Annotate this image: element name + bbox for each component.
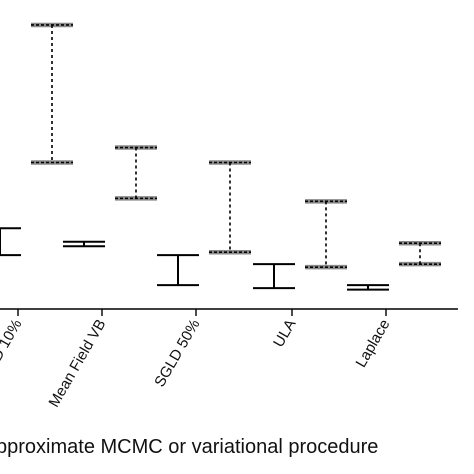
error-bar-dashed-4 [399, 240, 441, 267]
error-bar-dashed-3 [305, 199, 347, 270]
error-bar-dashed-0 [31, 22, 73, 165]
error-bar-solid-2 [157, 254, 199, 287]
x-tick-label-3: ULA [270, 317, 299, 351]
error-bar-dashed-1 [115, 145, 157, 201]
x-axis-tick-labels: D 10% Mean Field VB SGLD 50% ULA Laplace [0, 317, 393, 411]
error-bar-dashed-2 [209, 160, 251, 255]
error-bar-solid-0 [0, 227, 21, 257]
x-axis-ticks [17, 309, 387, 316]
error-bar-solid-1 [63, 240, 105, 248]
chart-marks [0, 22, 441, 291]
error-bar-solid-3 [253, 263, 295, 290]
x-tick-label-0: D 10% [0, 317, 25, 364]
error-bar-solid-4 [347, 284, 389, 291]
x-tick-label-1: Mean Field VB [46, 317, 110, 411]
x-tick-label-2: SGLD 50% [151, 317, 203, 390]
x-tick-label-4: Laplace [352, 317, 393, 371]
x-axis-title: pproximate MCMC or variational procedure [0, 436, 378, 458]
